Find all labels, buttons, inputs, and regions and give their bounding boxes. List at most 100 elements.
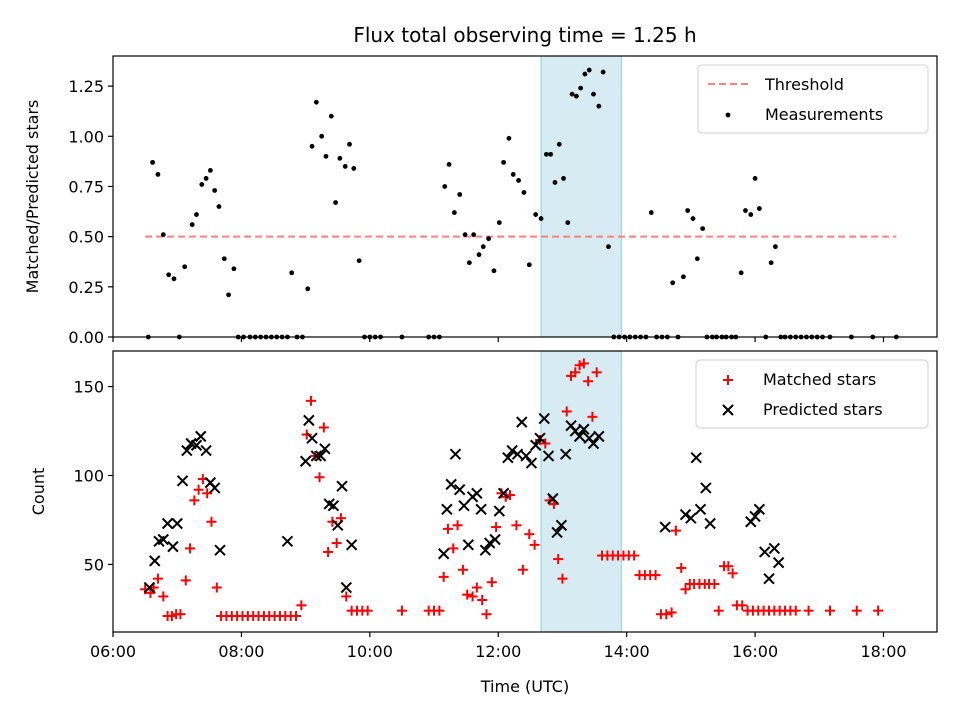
matched-point: [471, 582, 482, 593]
matched-point: [180, 575, 191, 586]
matched-point: [790, 605, 801, 616]
matched-point: [661, 609, 672, 620]
matched-point: [318, 422, 329, 433]
matched-point: [448, 543, 459, 554]
predicted-point-b: [551, 526, 563, 539]
measurement-point: [457, 192, 463, 197]
predicted-point-b: [314, 450, 327, 462]
matched-point: [676, 562, 687, 573]
matched-point: [511, 520, 522, 531]
measurement-point: [342, 163, 348, 169]
measurement-point: [150, 159, 155, 165]
measurement-point: [700, 226, 706, 232]
measurement-point: [221, 256, 227, 262]
predicted-point: [493, 505, 506, 517]
measurement-point: [582, 71, 588, 77]
predicted-point: [573, 430, 586, 443]
matched-point: [296, 600, 307, 611]
measurement-point: [333, 200, 338, 205]
measurement-point: [347, 141, 352, 147]
matched-point: [206, 516, 217, 527]
matched-point: [561, 406, 572, 417]
predicted-point-b: [441, 503, 453, 515]
top-y-ticks: 0.00 0.25 0.50 0.75 1.00 1.25: [68, 77, 113, 347]
matched-point: [158, 591, 169, 602]
predicted-point: [534, 432, 546, 444]
predicted-point: [659, 521, 671, 533]
predicted-point: [511, 448, 524, 460]
predicted-point-b: [437, 548, 450, 560]
predicted-point: [547, 492, 559, 505]
predicted-point: [340, 581, 352, 594]
bottom-x-tick-label: 08:00: [218, 642, 264, 661]
measurement-point: [351, 166, 357, 171]
matched-point: [327, 516, 338, 527]
predicted-point: [454, 484, 466, 496]
matched-point: [578, 358, 589, 369]
measurement-point: [685, 208, 691, 213]
predicted-point: [299, 455, 312, 467]
measurement-point: [596, 103, 602, 109]
predicted-point-b: [208, 482, 221, 494]
predicted-point-b: [690, 452, 702, 464]
predicted-point: [502, 452, 514, 464]
predicted-point-b: [659, 521, 671, 533]
predicted-point-b: [176, 475, 189, 487]
predicted-point-b: [161, 517, 174, 530]
predicted-point: [345, 539, 358, 551]
matched-point: [452, 520, 463, 531]
predicted-point: [587, 437, 600, 450]
measurement-point: [533, 212, 539, 217]
bottom-legend-box: [695, 359, 929, 429]
predicted-point: [314, 450, 327, 462]
predicted-point: [694, 503, 707, 515]
predicted-point-b: [214, 544, 226, 556]
measurement-point: [166, 272, 172, 278]
measurement-point: [203, 176, 209, 181]
matched-point: [709, 578, 720, 589]
measurement-point: [738, 270, 744, 276]
measurement-point: [573, 93, 579, 99]
predicted-point-b: [555, 519, 568, 531]
measurement-point: [756, 206, 762, 211]
predicted-point-b: [772, 556, 785, 569]
predicted-point-b: [489, 533, 501, 546]
measurement-point: [171, 276, 177, 282]
predicted-point-b: [462, 539, 474, 551]
predicted-point-b: [493, 505, 506, 517]
measurement-point: [189, 222, 195, 228]
legend-measurements-label: Measurements: [765, 105, 883, 124]
predicted-point: [319, 443, 331, 455]
measurement-point: [466, 260, 472, 266]
predicted-point-b: [303, 414, 315, 427]
measurement-point: [337, 155, 343, 161]
matched-point: [629, 550, 640, 561]
predicted-point-b: [471, 487, 483, 499]
bottom-y-tick-label: 100: [73, 466, 104, 485]
measurement-point: [309, 143, 315, 149]
predicted-point: [772, 556, 785, 569]
predicted-point: [704, 517, 716, 530]
matched-point: [175, 609, 186, 620]
measurement-point: [516, 178, 521, 183]
measurement-point: [680, 274, 686, 280]
predicted-point-b: [157, 533, 170, 546]
predicted-point-b: [542, 450, 555, 462]
predicted-point: [479, 544, 492, 556]
predicted-point: [475, 503, 487, 515]
matched-point: [481, 609, 492, 620]
top-y-tick-label: 0.00: [68, 328, 104, 347]
predicted-point: [462, 539, 474, 551]
measurement-point: [486, 236, 492, 242]
top-y-tick-label: 1.25: [68, 77, 104, 96]
predicted-point: [759, 546, 771, 558]
measurement-point: [289, 270, 295, 276]
measurement-point: [521, 190, 527, 195]
legend-x-mark: [722, 404, 734, 416]
predicted-point: [332, 519, 344, 531]
top-legend-box: [697, 64, 929, 134]
matched-point: [314, 472, 325, 483]
predicted-point: [281, 535, 294, 548]
bottom-highlight-span: [540, 350, 622, 633]
